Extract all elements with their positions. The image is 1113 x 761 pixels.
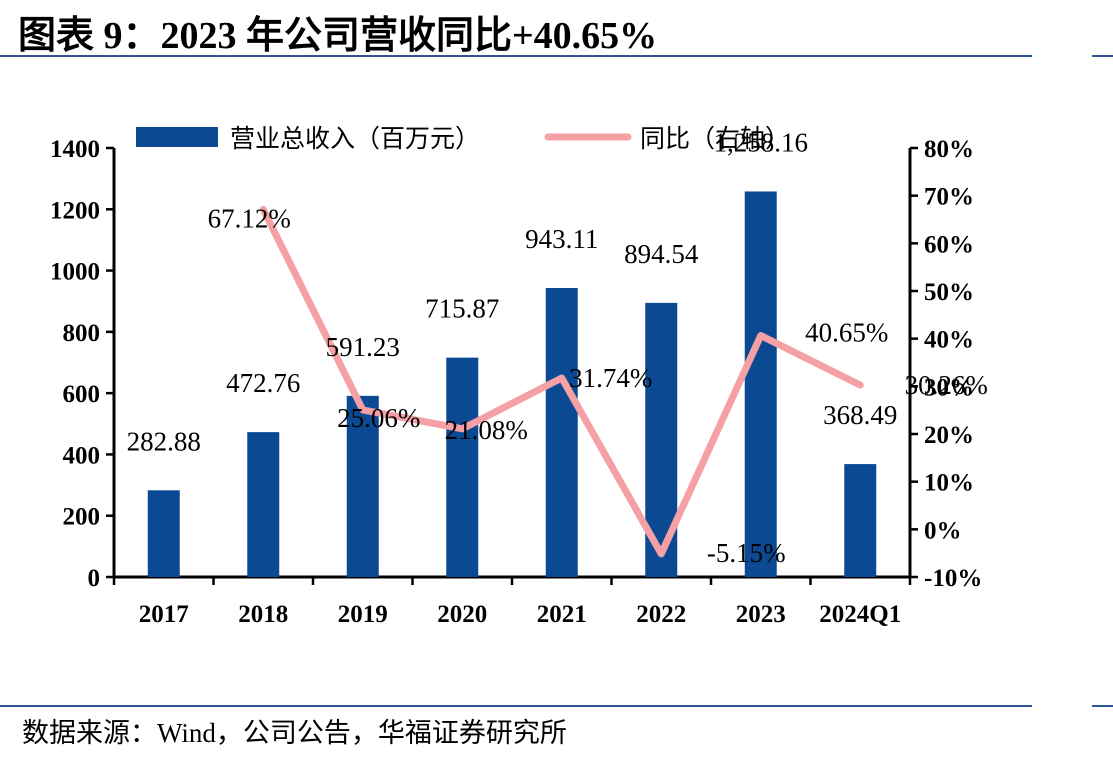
left-axis-tick-label: 1400 — [50, 136, 100, 163]
growth-data-label: -5.15% — [707, 538, 786, 568]
revenue-bar — [446, 357, 479, 577]
right-axis-tick-label: 10% — [924, 470, 974, 497]
left-axis-tick-label: 600 — [63, 381, 101, 408]
x-axis-tick-label: 2023 — [736, 601, 786, 628]
x-axis-tick-label: 2024Q1 — [819, 601, 901, 628]
bar-series — [147, 191, 877, 578]
growth-line — [259, 205, 864, 558]
right-axis-tick-label: -10% — [924, 565, 982, 592]
right-axis-tick-label: 40% — [924, 327, 974, 354]
right-axis-tick-label: 0% — [924, 517, 962, 544]
revenue-data-label: 943.11 — [525, 224, 598, 254]
revenue-data-label: 591.23 — [326, 332, 400, 362]
revenue-bar — [844, 464, 877, 577]
data-labels: 282.88 472.76 591.23 715.87 943.11 894.54 1,25… — [127, 127, 988, 567]
left-axis-tick-label: 400 — [63, 442, 101, 469]
revenue-bar — [545, 288, 578, 577]
legend-label-revenue: 营业总收入（百万元） — [230, 125, 480, 153]
right-axis-tick-label: 30% — [924, 374, 974, 401]
right-axis-tick-label: 70% — [924, 184, 974, 211]
x-axis-tick-label: 2019 — [338, 601, 388, 628]
growth-data-label: 25.06% — [337, 403, 420, 433]
right-axis-tick-label: 20% — [924, 422, 974, 449]
x-axis-tick-label: 2021 — [537, 601, 587, 628]
legend-label-growth: 同比（右轴） — [640, 125, 790, 153]
revenue-data-label: 715.87 — [425, 294, 499, 324]
x-axis-tick-label: 2020 — [437, 601, 487, 628]
source-divider-right — [1092, 705, 1113, 707]
growth-data-label: 30.26% — [905, 370, 988, 400]
source-note: 数据来源：Wind，公司公告，华福证券研究所 — [22, 718, 567, 748]
growth-data-label: 67.12% — [208, 203, 291, 233]
revenue-bar — [744, 191, 777, 578]
x-axis-tick-label: 2022 — [636, 601, 686, 628]
source-divider — [0, 705, 1032, 707]
revenue-bar — [147, 490, 180, 577]
x-axis-tick-label: 2017 — [139, 601, 189, 628]
growth-data-label: 21.08% — [445, 415, 528, 445]
revenue-bar — [247, 432, 280, 577]
left-axis-tick-label: 1000 — [50, 259, 100, 286]
growth-data-label: 31.74% — [569, 363, 652, 393]
left-axis-tick-label: 1200 — [50, 197, 100, 224]
chart-title: 图表 9：2023 年公司营收同比+40.65% — [18, 15, 658, 57]
revenue-data-label: 368.49 — [823, 400, 897, 430]
chart-legend: 营业总收入（百万元） 同比（右轴） — [136, 125, 790, 153]
left-axis-tick-label: 0 — [88, 565, 101, 592]
revenue-data-label: 282.88 — [127, 426, 201, 456]
revenue-data-label: 1,258.16 — [714, 127, 809, 157]
right-axis-tick-label: 60% — [924, 231, 974, 258]
revenue-data-label: 894.54 — [624, 239, 699, 269]
revenue-data-label: 472.76 — [226, 368, 300, 398]
revenue-bar — [346, 395, 379, 577]
left-axis-tick-label: 200 — [63, 504, 101, 531]
left-axis-tick-label: 800 — [63, 320, 101, 347]
line-series — [259, 205, 864, 558]
x-axis-tick-label: 2018 — [238, 601, 288, 628]
growth-data-label: 40.65% — [805, 318, 888, 348]
title-divider-right — [1092, 55, 1113, 57]
right-axis-tick-label: 50% — [924, 279, 974, 306]
right-axis-tick-label: 80% — [924, 136, 974, 163]
title-divider — [0, 55, 1032, 57]
chart-axes: 0 200 400 600 800 1000 1200 1400 -10% 0% 10% 20% 30%… — [50, 136, 982, 628]
legend-swatch-revenue — [136, 127, 218, 147]
